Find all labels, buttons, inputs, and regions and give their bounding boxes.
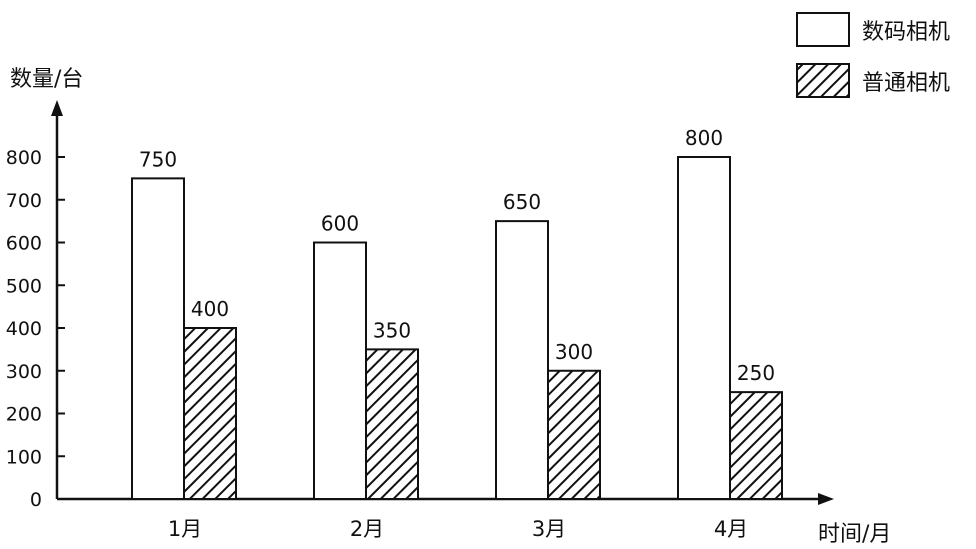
data-label: 650 (503, 190, 541, 214)
y-axis-arrow (51, 100, 63, 116)
y-tick-label: 0 (30, 489, 42, 511)
data-labels: 750 400 600 350 650 300 800 250 (139, 126, 775, 385)
bar-digital-2 (313, 241, 367, 500)
bar-film-2 (365, 348, 419, 500)
x-tick-label: 3月 (532, 517, 566, 541)
x-tick-label: 1月 (168, 517, 202, 541)
legend-label-digital: 数码相机 (862, 20, 950, 45)
bars (131, 156, 783, 500)
data-label: 750 (139, 147, 177, 171)
y-tick-label: 800 (6, 147, 42, 169)
y-tick-label: 400 (6, 318, 42, 340)
y-tick-label: 500 (6, 275, 42, 297)
y-ticks: 0 100 200 300 400 500 600 700 800 (6, 147, 65, 511)
legend-label-film: 普通相机 (862, 71, 950, 96)
bar-film-1 (183, 327, 237, 500)
data-label: 300 (555, 340, 593, 364)
x-tick-label: 2月 (350, 517, 384, 541)
legend-swatch-digital (796, 12, 850, 47)
data-label: 800 (685, 126, 723, 150)
legend-swatch-film (796, 63, 850, 98)
data-label: 350 (373, 318, 411, 342)
x-axis-arrow (818, 493, 834, 505)
x-tick-label: 4月 (714, 517, 748, 541)
y-tick-label: 300 (6, 361, 42, 383)
legend: 数码相机 普通相机 (796, 12, 950, 98)
y-tick-label: 600 (6, 233, 42, 255)
bar-film-3 (547, 369, 601, 500)
y-tick-label: 700 (6, 190, 42, 212)
bar-film-4 (729, 391, 783, 500)
bar-digital-3 (495, 220, 549, 500)
y-tick-label: 200 (6, 404, 42, 426)
x-axis-title: 时间/月 (818, 522, 891, 547)
data-label: 250 (737, 361, 775, 385)
y-axis-title: 数量/台 (10, 67, 83, 92)
data-label: 600 (321, 212, 359, 236)
y-tick-label: 100 (6, 446, 42, 468)
data-label: 400 (191, 297, 229, 321)
bar-digital-4 (677, 156, 731, 500)
bar-digital-1 (131, 177, 185, 500)
